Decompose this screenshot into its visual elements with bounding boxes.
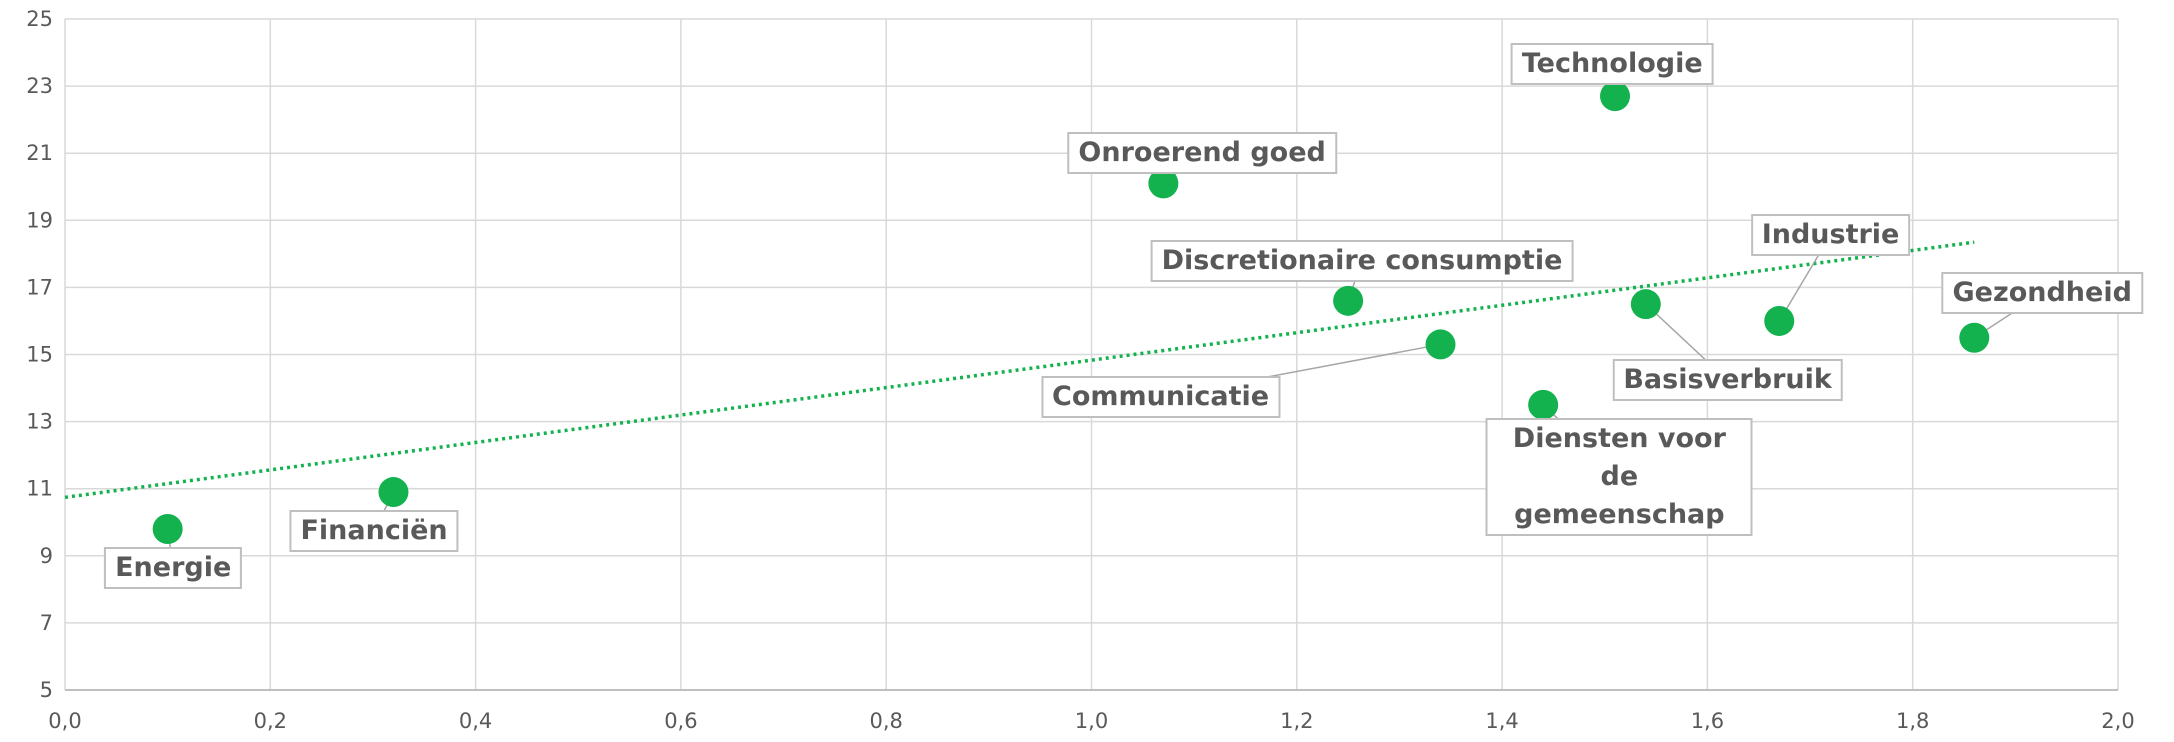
point xyxy=(1959,322,1990,353)
y-tick-label: 25 xyxy=(26,7,53,31)
point-label: Energie xyxy=(104,546,243,589)
point-label: Basisverbruik xyxy=(1612,359,1843,402)
point xyxy=(1630,289,1661,320)
x-tick-label: 1,0 xyxy=(1075,709,1108,733)
y-tick-label: 11 xyxy=(26,477,53,501)
point xyxy=(1148,168,1179,199)
x-tick-label: 1,4 xyxy=(1485,709,1518,733)
y-tick-label: 21 xyxy=(26,141,53,165)
y-tick-label: 13 xyxy=(26,410,53,434)
point xyxy=(1333,285,1364,316)
point-label: Gezondheid xyxy=(1941,272,2143,315)
y-tick-label: 5 xyxy=(40,678,53,702)
point-label: Communicatie xyxy=(1041,376,1281,419)
y-tick-label: 19 xyxy=(26,208,53,232)
point-label: Diensten voor de gemeenschap xyxy=(1485,417,1753,536)
point-label: Discretionaire consumptie xyxy=(1150,239,1574,282)
x-tick-label: 1,8 xyxy=(1896,709,1929,733)
x-tick-label: 0,6 xyxy=(664,709,697,733)
point xyxy=(1425,329,1456,360)
y-tick-label: 17 xyxy=(26,275,53,299)
y-tick-label: 7 xyxy=(40,611,53,635)
x-tick-label: 0,8 xyxy=(869,709,902,733)
x-tick-label: 0,2 xyxy=(254,709,287,733)
trendline xyxy=(64,240,1975,500)
point-label: Technologie xyxy=(1510,43,1714,86)
y-tick-label: 15 xyxy=(26,343,53,367)
x-tick-label: 1,2 xyxy=(1280,709,1313,733)
x-tick-label: 0,4 xyxy=(459,709,492,733)
point xyxy=(1764,305,1795,336)
x-tick-label: 0,0 xyxy=(48,709,81,733)
x-tick-label: 2,0 xyxy=(2101,709,2134,733)
y-tick-label: 23 xyxy=(26,74,53,98)
point-label: Financiën xyxy=(289,509,459,552)
point xyxy=(152,513,183,544)
point xyxy=(1600,81,1631,112)
x-tick-label: 1,6 xyxy=(1691,709,1724,733)
point-label: Industrie xyxy=(1750,214,1911,257)
point-label: Onroerend goed xyxy=(1067,131,1337,174)
y-tick-label: 9 xyxy=(40,544,53,568)
point xyxy=(1528,389,1559,420)
point xyxy=(378,477,409,508)
